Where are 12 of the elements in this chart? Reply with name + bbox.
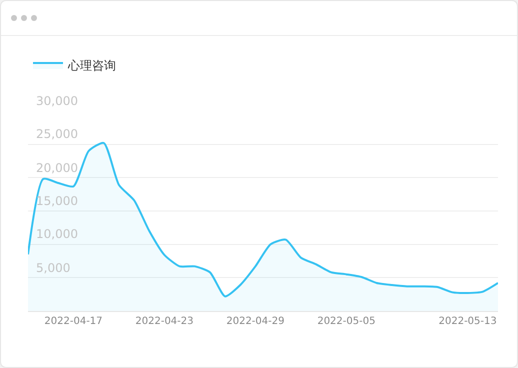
y-tick-label: 30,000 [36, 94, 78, 108]
x-tick-label: 2022-04-29 [226, 316, 284, 327]
x-tick-label: 2022-04-23 [135, 316, 194, 327]
x-tick-label: 2022-05-13 [438, 316, 497, 327]
y-tick-label: 15,000 [36, 194, 78, 208]
y-tick-label: 20,000 [36, 161, 78, 175]
x-tick-label: 2022-05-05 [317, 316, 376, 327]
legend-label: 心理咨询 [67, 58, 116, 73]
y-tick-label: 25,000 [36, 127, 78, 141]
y-tick-label: 5,000 [36, 261, 70, 275]
x-tick-label: 2022-04-17 [44, 316, 103, 327]
y-tick-label: 10,000 [36, 227, 78, 241]
